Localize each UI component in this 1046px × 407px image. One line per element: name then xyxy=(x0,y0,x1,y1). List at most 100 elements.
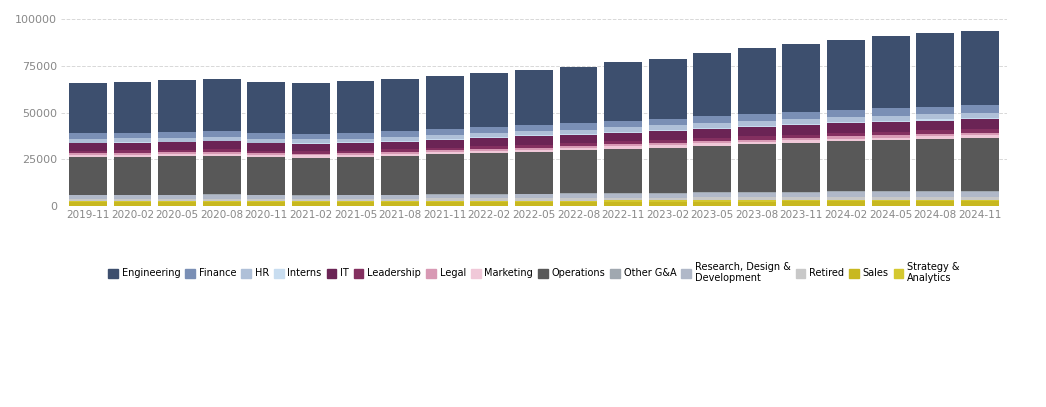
Bar xyxy=(158,152,196,154)
Bar xyxy=(782,138,820,140)
Bar xyxy=(471,198,508,201)
Bar xyxy=(737,121,776,126)
Bar xyxy=(871,108,910,116)
Bar xyxy=(381,149,419,152)
Bar xyxy=(560,67,597,123)
Bar xyxy=(605,193,642,194)
Bar xyxy=(782,193,820,197)
Bar xyxy=(560,193,597,194)
Bar xyxy=(693,141,731,143)
Bar xyxy=(961,129,999,133)
Bar xyxy=(203,79,241,131)
Bar xyxy=(605,62,642,120)
Bar xyxy=(649,119,686,125)
Bar xyxy=(693,138,731,141)
Bar xyxy=(69,158,107,195)
Bar xyxy=(916,197,954,199)
Bar xyxy=(649,200,686,202)
Bar xyxy=(737,192,776,193)
Bar xyxy=(515,202,553,206)
Bar xyxy=(737,200,776,201)
Bar xyxy=(426,76,463,129)
Bar xyxy=(337,138,374,142)
Bar xyxy=(871,36,910,108)
Bar xyxy=(515,198,553,201)
Bar xyxy=(69,155,107,158)
Bar xyxy=(426,152,463,155)
Bar xyxy=(737,193,776,197)
Bar xyxy=(605,133,642,141)
Bar xyxy=(827,136,865,139)
Bar xyxy=(381,141,419,142)
Bar xyxy=(114,133,152,138)
Bar xyxy=(158,199,196,201)
Bar xyxy=(69,143,107,151)
Bar xyxy=(605,141,642,144)
Bar xyxy=(871,192,910,197)
Bar xyxy=(203,201,241,202)
Bar xyxy=(69,202,107,206)
Bar xyxy=(203,202,241,206)
Bar xyxy=(649,131,686,140)
Bar xyxy=(158,132,196,138)
Bar xyxy=(381,202,419,206)
Bar xyxy=(605,198,642,200)
Bar xyxy=(203,131,241,137)
Bar xyxy=(471,151,508,153)
Bar xyxy=(916,134,954,136)
Bar xyxy=(114,157,152,195)
Bar xyxy=(916,107,954,114)
Bar xyxy=(114,153,152,155)
Bar xyxy=(471,195,508,198)
Bar xyxy=(560,134,597,135)
Bar xyxy=(69,142,107,143)
Bar xyxy=(605,127,642,131)
Bar xyxy=(961,197,999,199)
Bar xyxy=(515,152,553,194)
Bar xyxy=(292,143,329,144)
Bar xyxy=(737,126,776,127)
Bar xyxy=(649,143,686,145)
Bar xyxy=(203,195,241,199)
Bar xyxy=(426,155,463,194)
Bar xyxy=(560,194,597,198)
Bar xyxy=(827,39,865,110)
Bar xyxy=(203,153,241,155)
Bar xyxy=(247,153,286,155)
Bar xyxy=(337,195,374,199)
Bar xyxy=(605,200,642,202)
Bar xyxy=(916,192,954,197)
Bar xyxy=(961,191,999,192)
Bar xyxy=(560,151,597,193)
Bar xyxy=(560,146,597,148)
Bar xyxy=(649,59,686,119)
Bar xyxy=(649,125,686,130)
Bar xyxy=(782,125,820,135)
Bar xyxy=(381,199,419,201)
Bar xyxy=(560,135,597,143)
Bar xyxy=(426,139,463,140)
Bar xyxy=(782,201,820,206)
Bar xyxy=(158,154,196,156)
Bar xyxy=(158,195,196,199)
Bar xyxy=(203,149,241,152)
Bar xyxy=(292,144,329,151)
Bar xyxy=(737,144,776,192)
Bar xyxy=(827,201,865,206)
Bar xyxy=(515,148,553,150)
Bar xyxy=(292,154,329,155)
Bar xyxy=(649,148,686,193)
Bar xyxy=(782,143,820,192)
Bar xyxy=(426,202,463,206)
Bar xyxy=(69,201,107,202)
Bar xyxy=(471,138,508,147)
Bar xyxy=(693,143,731,146)
Bar xyxy=(605,147,642,149)
Bar xyxy=(426,148,463,151)
Bar xyxy=(916,139,954,191)
Bar xyxy=(337,143,374,151)
Bar xyxy=(247,202,286,206)
Bar xyxy=(426,135,463,139)
Bar xyxy=(158,149,196,152)
Bar xyxy=(69,195,107,199)
